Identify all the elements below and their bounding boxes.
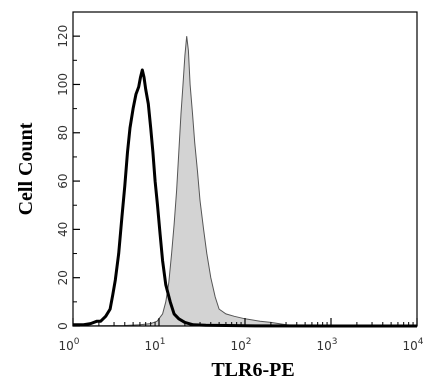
- x-tick-exponent: 3: [332, 337, 338, 347]
- y-tick-label: 60: [56, 173, 70, 188]
- series-black-line-histogram: [73, 68, 417, 328]
- y-tick-label: 0: [56, 322, 70, 330]
- x-tick-label: 104: [402, 337, 423, 353]
- x-axis-title: TLR6-PE: [211, 359, 294, 381]
- y-tick-label: 120: [56, 25, 70, 48]
- series-layer: [72, 36, 417, 328]
- y-tick-label: 20: [56, 270, 70, 285]
- y-tick-label: 80: [56, 125, 70, 140]
- x-tick-label: 102: [230, 337, 251, 353]
- x-tick-exponent: 2: [246, 337, 252, 347]
- y-axis-ticks: 0 20 40 60 80 100 120: [56, 25, 80, 330]
- x-axis-ticks: 100 101 102 103 104: [58, 318, 424, 353]
- x-tick-exponent: 1: [160, 337, 166, 347]
- x-tick-label: 100: [58, 337, 79, 353]
- x-tick-exponent: 0: [74, 337, 80, 347]
- x-tick-label: 101: [144, 337, 165, 353]
- y-tick-label: 100: [56, 73, 70, 96]
- x-tick-exponent: 4: [418, 337, 424, 347]
- series-gray-filled-histogram: [72, 36, 417, 327]
- y-tick-label: 40: [56, 222, 70, 237]
- x-tick-label: 103: [316, 337, 337, 353]
- y-axis-title: Cell Count: [15, 122, 37, 215]
- plot-frame: [72, 11, 418, 327]
